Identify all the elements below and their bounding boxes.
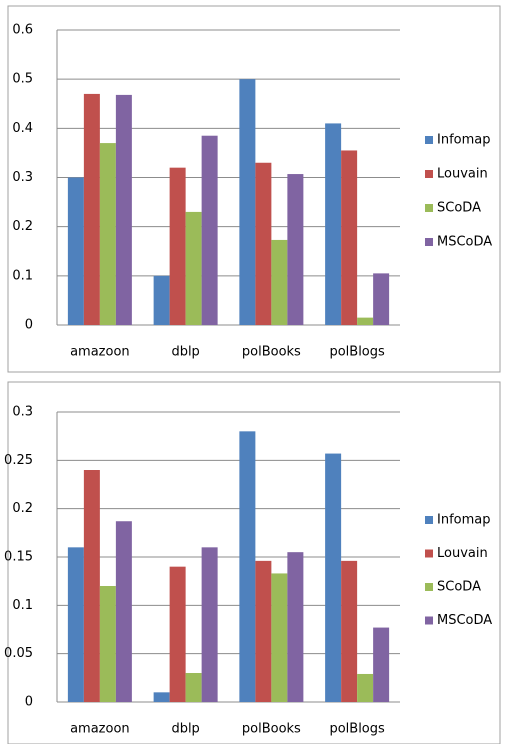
y-tick-label: 0.05: [4, 646, 33, 661]
legend-label: Infomap: [437, 513, 491, 528]
bar: [357, 673, 374, 702]
bar: [239, 79, 256, 326]
legend-swatch: [425, 170, 433, 178]
legend-swatch: [425, 616, 433, 625]
x-tick-label: amazoon: [70, 345, 130, 360]
bar: [201, 547, 218, 702]
bar: [153, 692, 170, 702]
legend-label: Louvain: [437, 167, 488, 182]
bar: [255, 560, 272, 702]
bar: [99, 143, 116, 325]
legend-swatch: [425, 516, 433, 524]
y-tick-label: 0.4: [12, 121, 33, 136]
y-tick-label: 0.25: [4, 453, 33, 468]
bar: [373, 627, 390, 702]
bar: [325, 123, 342, 326]
legend-label: Infomap: [437, 133, 491, 148]
legend-label: Louvain: [437, 546, 488, 561]
legend-label: MSCoDA: [437, 235, 492, 250]
x-tick-label: polBlogs: [329, 345, 385, 360]
y-tick-label: 0.3: [12, 405, 33, 420]
y-tick-label: 0.3: [12, 170, 33, 185]
bar: [67, 547, 84, 702]
x-tick-label: polBooks: [242, 345, 301, 360]
bar: [201, 135, 218, 325]
y-tick-label: 0.5: [12, 72, 33, 87]
y-tick-label: 0: [25, 695, 33, 710]
legend-swatch: [425, 204, 433, 212]
bar: [341, 560, 358, 702]
x-tick-label: polBlogs: [329, 722, 385, 737]
y-tick-label: 0.1: [12, 268, 33, 283]
x-tick-label: polBooks: [242, 722, 301, 737]
bar: [341, 150, 358, 325]
y-tick-label: 0: [25, 318, 33, 333]
bar: [115, 521, 132, 702]
x-tick-label: dblp: [171, 722, 199, 737]
legend-swatch: [425, 549, 433, 558]
x-tick-label: dblp: [171, 345, 199, 360]
y-tick-label: 0.6: [12, 23, 33, 38]
bar: [255, 162, 272, 325]
y-tick-label: 0.1: [12, 598, 33, 613]
legend-label: SCoDA: [437, 201, 481, 216]
bar: [115, 94, 132, 326]
x-tick-label: amazoon: [70, 722, 130, 737]
bar: [99, 586, 116, 702]
bar: [185, 673, 202, 702]
bar: [271, 239, 288, 325]
bar: [357, 317, 374, 325]
bar: [239, 431, 256, 702]
bar: [325, 453, 342, 702]
bar: [67, 177, 84, 325]
y-tick-label: 0.2: [12, 219, 33, 234]
bar: [169, 566, 186, 702]
legend-swatch: [425, 238, 433, 246]
y-tick-label: 0.15: [4, 550, 33, 565]
y-tick-label: 0.2: [12, 501, 33, 516]
bar: [153, 275, 170, 325]
bar: [287, 552, 304, 702]
legend-label: SCoDA: [437, 580, 481, 595]
legend-swatch: [425, 583, 433, 591]
bar: [169, 167, 186, 325]
bar: [287, 174, 304, 325]
legend-label: MSCoDA: [437, 613, 492, 628]
bar: [373, 273, 390, 325]
bar: [185, 211, 202, 325]
bar: [83, 470, 100, 702]
bar: [83, 93, 100, 326]
legend-swatch: [425, 136, 433, 144]
bar: [271, 573, 288, 702]
